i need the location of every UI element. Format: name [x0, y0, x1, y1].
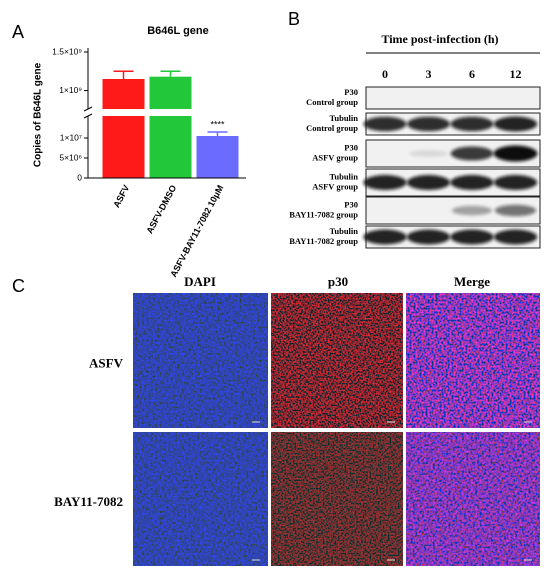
blot-band	[409, 150, 448, 157]
blot-band	[493, 116, 538, 132]
image-column-header: DAPI	[184, 274, 216, 289]
blot-band	[493, 175, 538, 190]
x-tick-label: ASFV-DMSO	[144, 183, 178, 235]
blot-band	[363, 116, 407, 132]
micrograph	[271, 432, 403, 566]
micrograph	[406, 432, 540, 566]
blot-group: BAY11-7082 group	[289, 209, 358, 219]
blot-protein: Tubulin	[329, 226, 358, 236]
timepoint-label: 3	[426, 67, 432, 81]
x-tick-label: ASFV-BAY11-7082 10μM	[168, 183, 225, 278]
blot-band	[493, 229, 538, 245]
bar	[102, 79, 145, 178]
y-tick-label: 1×10⁷	[60, 132, 82, 142]
micrograph	[271, 293, 403, 428]
bar	[196, 136, 239, 178]
blot-group: ASFV group	[312, 181, 358, 191]
blot-group: ASFV group	[312, 152, 358, 162]
blot-title: Time post-infection (h)	[381, 32, 498, 46]
x-tick-label: ASFV	[111, 183, 131, 209]
blot-band	[363, 175, 407, 190]
blot-protein: P30	[344, 87, 358, 97]
blot-band	[450, 229, 494, 245]
annotation: ****	[210, 119, 225, 129]
blot-protein: Tubulin	[329, 171, 358, 181]
blot-band	[406, 229, 451, 245]
blot-band	[450, 175, 494, 190]
axis-break-mark	[83, 106, 93, 119]
blot-band	[494, 204, 537, 217]
blot-protein: Tubulin	[329, 113, 358, 123]
image-column-header: p30	[328, 274, 348, 289]
blot-band	[450, 116, 494, 132]
panel-label: A	[12, 22, 24, 42]
blot-group: Control group	[306, 123, 358, 133]
micrograph	[406, 293, 540, 428]
blot-protein: P30	[344, 199, 358, 209]
blot-strip	[365, 86, 541, 110]
blot-band	[450, 146, 494, 161]
micrograph	[133, 432, 268, 566]
y-tick-label: 1×10⁹	[59, 85, 82, 95]
blot-band	[406, 116, 451, 132]
axis-break-gap	[82, 109, 242, 116]
image-row-label: ASFV	[89, 355, 124, 370]
blot-group: BAY11-7082 group	[289, 236, 358, 246]
micrograph	[133, 293, 268, 428]
blot-band	[363, 229, 407, 245]
panel-label: C	[12, 276, 25, 296]
chart-title: B646L gene	[147, 25, 209, 37]
blot-protein: P30	[344, 142, 358, 152]
blot-band	[406, 175, 451, 190]
panel-label: B	[288, 9, 300, 29]
y-axis-label: Copies of B646L gene	[33, 62, 44, 167]
timepoint-label: 6	[469, 67, 475, 81]
bar	[149, 76, 192, 178]
blot-band	[493, 145, 538, 162]
timepoint-label: 12	[510, 67, 522, 81]
image-column-header: Merge	[454, 274, 490, 289]
blot-group: Control group	[306, 97, 358, 107]
y-tick-label: 0	[77, 172, 82, 182]
y-tick-label: 1.5×10⁹	[52, 46, 82, 56]
timepoint-label: 0	[382, 67, 388, 81]
y-tick-label: 5×10⁶	[59, 152, 82, 162]
blot-band	[451, 205, 493, 216]
image-row-label: BAY11-7082	[54, 494, 123, 509]
